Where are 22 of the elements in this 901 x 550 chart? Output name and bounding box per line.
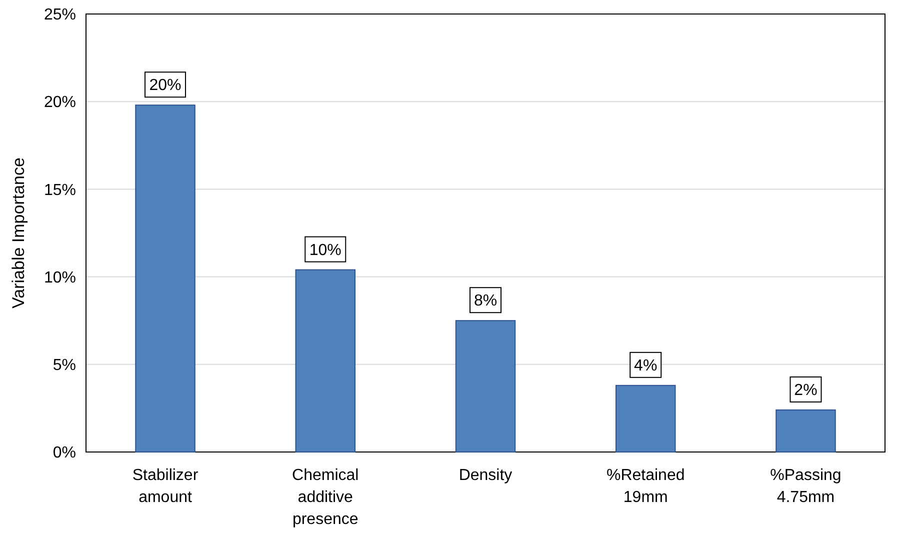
data-label: 8% [474, 292, 498, 310]
x-tick-label: %Passing 4.75mm [770, 467, 842, 506]
x-tick-label: %Retained 19mm [606, 467, 685, 506]
x-tick-label: Chemical additive presence [292, 467, 359, 528]
x-tick-label: Density [458, 467, 512, 484]
data-label: 4% [634, 358, 658, 375]
bar [295, 269, 356, 452]
bar [455, 320, 516, 452]
y-tick-label: 0% [52, 444, 76, 462]
y-tick-label: 5% [52, 357, 76, 374]
data-label: 2% [794, 382, 818, 400]
y-tick-label: 10% [44, 269, 76, 286]
x-tick-label: Stabilizer amount [132, 467, 199, 506]
y-tick-label: 20% [44, 94, 76, 112]
data-label: 10% [309, 242, 342, 259]
y-tick-label: 15% [44, 182, 76, 199]
data-label: 20% [149, 77, 182, 94]
bar [776, 409, 836, 452]
bar [616, 384, 676, 452]
y-axis-title: Variable Importance [9, 158, 28, 308]
y-tick-label: 25% [44, 6, 76, 24]
bar [135, 104, 196, 452]
